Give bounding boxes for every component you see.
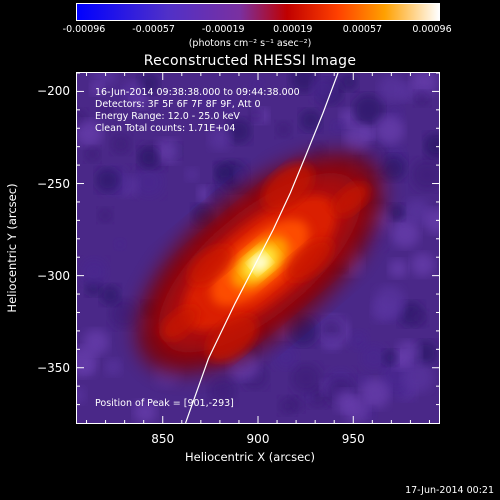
background-blob [360, 343, 388, 372]
source-contour [250, 253, 270, 272]
background-blob [373, 285, 406, 318]
background-blob [155, 138, 181, 164]
background-blob [109, 298, 140, 329]
background-blob [208, 126, 232, 151]
colorbar-tick-label: 0.00096 [412, 24, 452, 35]
background-blob [110, 133, 132, 155]
background-blob [250, 77, 265, 92]
y-tick-label: −250 [37, 176, 70, 191]
background-blob [330, 119, 345, 135]
background-blob [77, 346, 98, 377]
background-blob [249, 109, 263, 123]
background-blob [378, 74, 406, 103]
background-blob [310, 75, 337, 102]
background-blob [348, 330, 369, 351]
background-blob [424, 208, 439, 234]
colorbar-tick-label: -0.00096 [62, 24, 106, 35]
y-tick-label: −300 [37, 268, 70, 283]
background-blob [275, 121, 292, 138]
background-blob [359, 378, 390, 409]
background-blob [220, 177, 233, 190]
background-blob [138, 147, 160, 169]
background-blob [290, 363, 322, 394]
background-blob [322, 334, 341, 353]
background-blob [401, 361, 434, 393]
background-blob [226, 118, 252, 144]
background-blob [207, 184, 228, 205]
background-blob [411, 158, 439, 191]
x-axis-label: Heliocentric X (arcsec) [185, 450, 315, 464]
flare-source [136, 152, 384, 374]
background-blob [133, 400, 157, 423]
background-blob [77, 386, 86, 405]
colorbar [76, 3, 440, 21]
source-lobe [161, 306, 199, 341]
background-blob [388, 204, 405, 221]
background-blob [133, 166, 165, 198]
colorbar-tick-label: 0.00019 [273, 24, 313, 35]
source-group [136, 152, 384, 374]
background-blob [334, 389, 359, 414]
background-blob [80, 257, 108, 286]
time-range-text: 16-Jun-2014 09:38:38.000 to 09:44:38.000 [95, 87, 300, 98]
background-blob [412, 310, 428, 326]
source-lobe [332, 182, 370, 217]
y-axis-label: Heliocentric Y (arcsec) [5, 183, 19, 313]
source-lobe [188, 245, 232, 286]
y-tick-label: −350 [37, 360, 70, 375]
background-blob [100, 284, 121, 306]
background-blob [77, 119, 103, 147]
background-blob [414, 90, 431, 107]
colorbar-tick-label: -0.00019 [201, 24, 245, 35]
background-blob [95, 167, 120, 193]
background-blob [97, 207, 113, 223]
background-blob [197, 91, 216, 111]
chart-title: Reconstructed RHESSI Image [143, 53, 357, 69]
background-blob [185, 167, 199, 182]
background-blob [84, 146, 101, 163]
source-lobe [262, 163, 314, 211]
background-blob [382, 349, 399, 366]
x-tick-label: 950 [341, 432, 365, 446]
background-blob [89, 81, 104, 96]
background-blob [208, 376, 237, 405]
background-blob [404, 198, 431, 225]
background-blob [343, 123, 373, 153]
background-blob [424, 132, 439, 158]
colorbar-units-label: (photons cm⁻² s⁻¹ asec⁻²) [188, 38, 312, 49]
background-blob [299, 109, 322, 132]
y-tick-label: −200 [37, 84, 70, 99]
energy-range-text: Energy Range: 12.0 - 25.0 keV [95, 111, 240, 122]
background-blob [278, 396, 297, 415]
x-tick-label: 850 [151, 432, 175, 446]
clean-counts-text: Clean Total counts: 1.71E+04 [95, 123, 236, 134]
background-blob [99, 104, 113, 118]
background-blob [218, 96, 236, 114]
background-blob [390, 218, 420, 248]
background-blob [234, 169, 252, 187]
background-blob [375, 115, 405, 145]
colorbar-tick-label: 0.00057 [342, 24, 383, 35]
heatmap-image [77, 73, 439, 423]
source-lobe [286, 239, 334, 281]
background-blob [122, 80, 144, 103]
background-blob [339, 73, 358, 92]
background-blob [353, 94, 384, 125]
peak-position-text: Position of Peak = [901,-293] [95, 398, 234, 409]
background-blob [380, 154, 407, 181]
source-lobe [206, 314, 258, 363]
colorbar-tick-label: -0.00057 [132, 24, 175, 35]
background-blob [104, 358, 122, 376]
detectors-text: Detectors: 3F 5F 6F 7F 8F 9F, Att 0 [95, 99, 261, 110]
footer-timestamp: 17-Jun-2014 00:21 [405, 485, 494, 496]
plot-area: 16-Jun-2014 09:38:38.000 to 09:44:38.000… [76, 72, 440, 424]
background-blob [319, 317, 344, 342]
background-blob [214, 162, 234, 182]
background-blob [113, 238, 126, 251]
background-blob [273, 344, 299, 370]
background-blob [388, 259, 408, 279]
background-blob [410, 252, 435, 277]
x-tick-label: 900 [246, 432, 270, 446]
solar-limb-line [185, 73, 339, 423]
